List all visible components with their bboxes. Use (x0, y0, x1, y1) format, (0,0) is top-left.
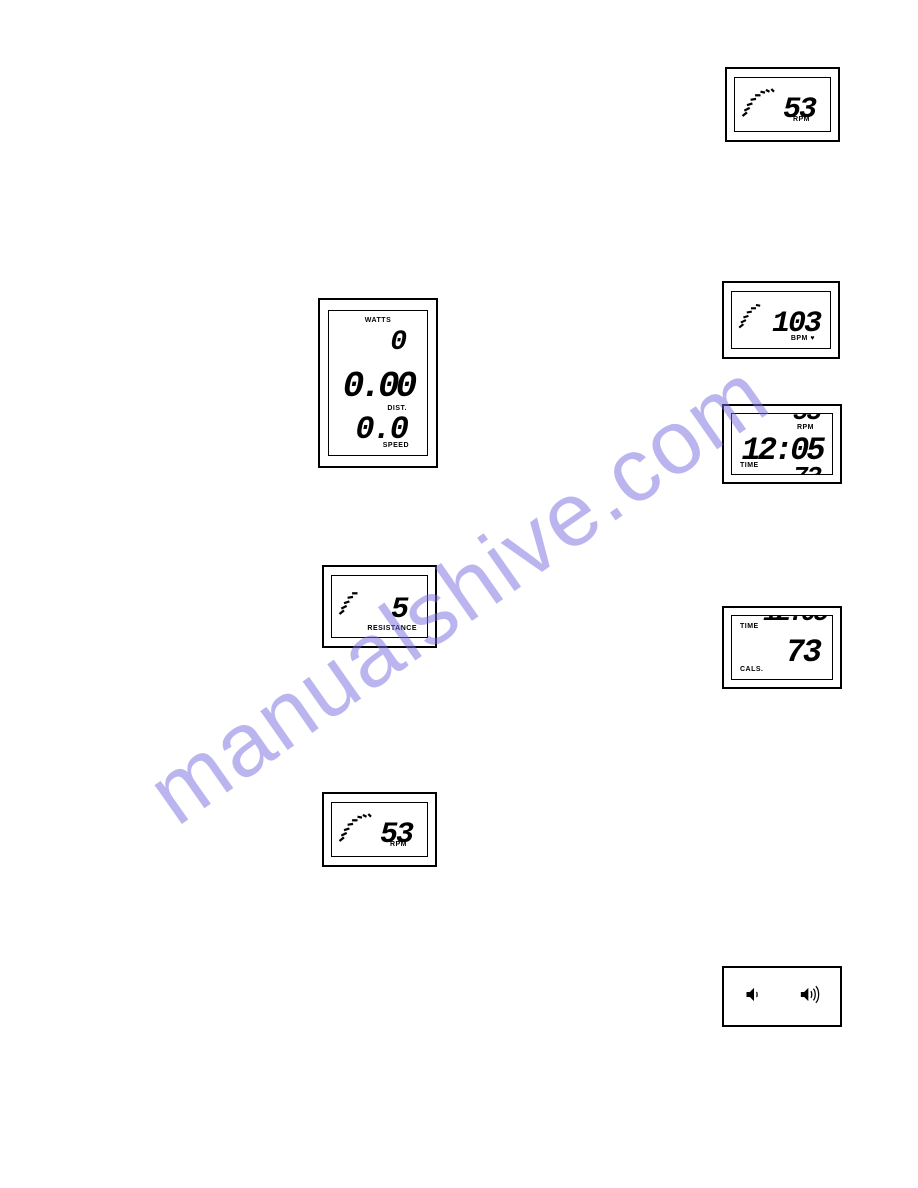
time-bottom: 73 (793, 462, 820, 475)
display-cals: 12:05 TIME 73 CALS. (722, 606, 842, 689)
resistance-value: 5 (391, 593, 407, 627)
display-rpm-left: 53 RPM (322, 792, 437, 867)
resistance-label: RESISTANCE (367, 625, 417, 632)
cals-value: 73 (786, 634, 820, 671)
bpm-label: BPM ♥ (791, 335, 815, 342)
watermark: manualshive.com (130, 342, 787, 845)
display-rpm-top: 53 RPM (725, 67, 840, 142)
watts-label: WATTS (365, 317, 391, 324)
time-top-label: RPM (797, 424, 814, 431)
arc-icon (335, 805, 380, 850)
arc-icon (335, 578, 380, 623)
cals-top-label: TIME (740, 623, 759, 630)
display-resistance: 5 RESISTANCE (322, 565, 437, 648)
volume-low-icon (744, 984, 764, 1009)
display-time: 53 RPM 12:05 TIME 73 (722, 404, 842, 484)
display-speaker (722, 966, 842, 1027)
rpm-label: RPM (793, 116, 810, 123)
volume-high-icon (798, 984, 822, 1009)
display-watts-dist-speed: WATTS 0 0.00 DIST. 0.0 SPEED (318, 298, 438, 468)
cals-top-value: 12:05 (763, 615, 826, 628)
rpm-label-2: RPM (390, 841, 407, 848)
dist-value: 0.00 (335, 366, 421, 407)
display-bpm: 103 BPM ♥ (722, 281, 840, 359)
arc-icon (735, 294, 777, 336)
time-label: TIME (740, 462, 759, 469)
speed-label: SPEED (383, 442, 409, 449)
cals-label: CALS. (740, 666, 764, 673)
arc-icon (738, 80, 783, 125)
watts-value: 0 (390, 327, 405, 358)
